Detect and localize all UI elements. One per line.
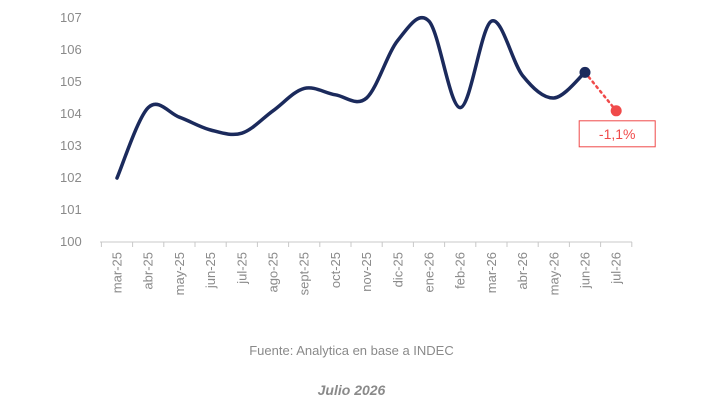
y-tick-label: 103	[60, 138, 82, 153]
y-tick-label: 102	[60, 170, 82, 185]
x-tick-label: ago-25	[266, 252, 281, 292]
x-tick-label: nov-25	[359, 252, 374, 292]
date-label: Julio 2026	[317, 382, 386, 398]
x-tick-label: jul-26	[609, 252, 624, 285]
x-tick-label: ene-26	[422, 252, 437, 292]
y-tick-label: 104	[60, 106, 82, 121]
source-note: Fuente: Analytica en base a INDEC	[249, 343, 454, 358]
x-tick-label: may-25	[172, 252, 187, 295]
last-value-point	[579, 66, 591, 78]
x-tick-label: oct-25	[328, 252, 343, 288]
x-tick-label: abr-26	[515, 252, 530, 290]
line-chart: 100 101 102 103 104 105 106 107 mar-25 abr-25 may…	[60, 10, 656, 295]
x-axis: mar-25 abr-25 may-25 jun-25 jul-25 ago-25 sept…	[100, 242, 633, 295]
x-tick-label: feb-26	[453, 252, 468, 289]
y-axis: 100 101 102 103 104 105 106 107	[60, 10, 82, 249]
markers: -1,1%	[578, 66, 656, 148]
projection-label: -1,1%	[599, 126, 636, 142]
projection-callout	[578, 120, 656, 148]
series-line	[115, 15, 587, 180]
x-tick-label: sept-25	[297, 252, 312, 295]
y-tick-label: 101	[60, 202, 82, 217]
x-tick-label: mar-26	[484, 252, 499, 293]
x-tick-label: dic-25	[390, 252, 405, 287]
x-tick-label: abr-25	[141, 252, 156, 290]
y-tick-label: 106	[60, 42, 82, 57]
x-tick-label: mar-25	[110, 252, 125, 293]
x-tick-label: jun-26	[578, 252, 593, 289]
x-tick-label: jul-25	[234, 252, 249, 285]
y-tick-label: 105	[60, 74, 82, 89]
y-tick-label: 100	[60, 234, 82, 249]
x-tick-label: may-26	[546, 252, 561, 295]
projection-line	[583, 71, 618, 113]
x-tick-label: jun-25	[203, 252, 218, 289]
y-tick-label: 107	[60, 10, 82, 25]
projection-point	[610, 105, 622, 117]
